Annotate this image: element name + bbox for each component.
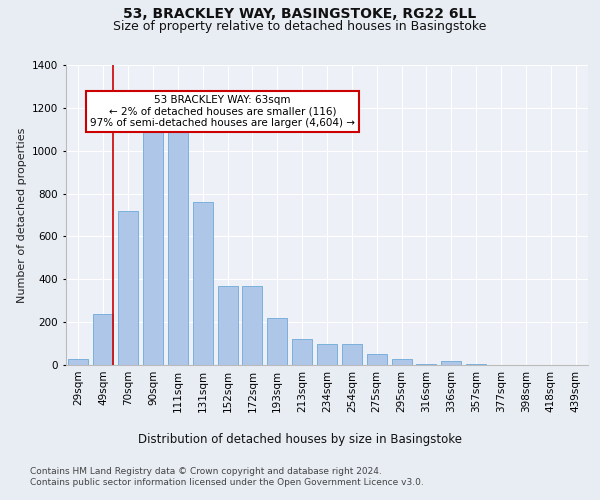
Bar	[416, 364, 436, 365]
Text: Distribution of detached houses by size in Basingstoke: Distribution of detached houses by size …	[138, 432, 462, 446]
Bar	[94, 314, 113, 365]
Bar	[218, 286, 238, 365]
Text: 53, BRACKLEY WAY, BASINGSTOKE, RG22 6LL: 53, BRACKLEY WAY, BASINGSTOKE, RG22 6LL	[124, 8, 476, 22]
Bar	[193, 202, 212, 365]
Y-axis label: Number of detached properties: Number of detached properties	[17, 128, 26, 302]
Bar	[342, 344, 362, 365]
Text: Contains HM Land Registry data © Crown copyright and database right 2024.
Contai: Contains HM Land Registry data © Crown c…	[30, 468, 424, 487]
Bar	[268, 318, 287, 365]
Bar	[118, 210, 138, 365]
Bar	[143, 130, 163, 365]
Bar	[442, 360, 461, 365]
Bar	[68, 358, 88, 365]
Text: Size of property relative to detached houses in Basingstoke: Size of property relative to detached ho…	[113, 20, 487, 33]
Bar	[367, 354, 386, 365]
Bar	[242, 286, 262, 365]
Bar	[466, 364, 486, 365]
Bar	[317, 344, 337, 365]
Bar	[292, 340, 312, 365]
Bar	[168, 127, 188, 365]
Bar	[392, 358, 412, 365]
Text: 53 BRACKLEY WAY: 63sqm
← 2% of detached houses are smaller (116)
97% of semi-det: 53 BRACKLEY WAY: 63sqm ← 2% of detached …	[90, 95, 355, 128]
